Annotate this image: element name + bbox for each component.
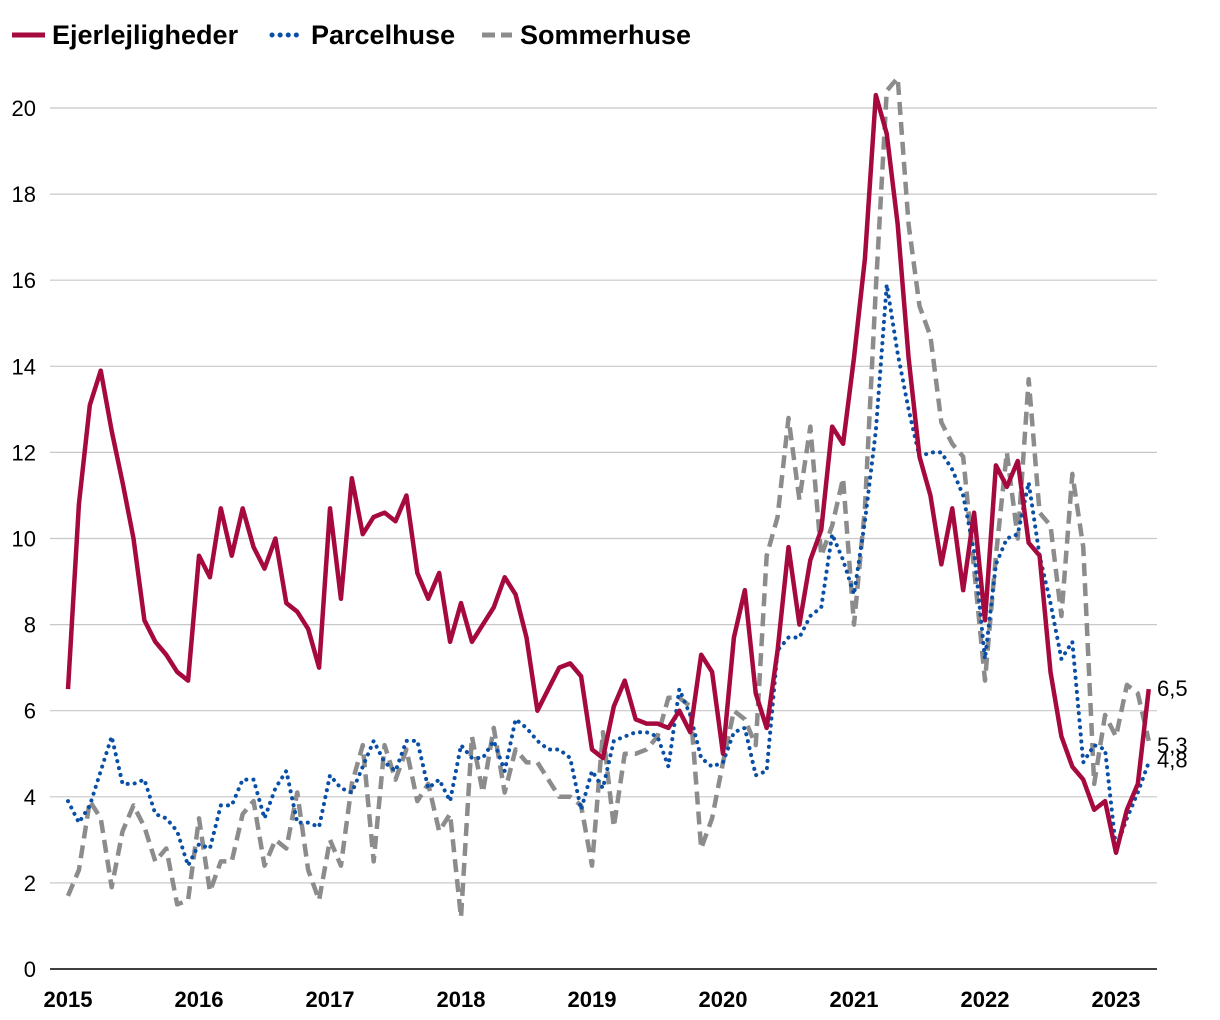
y-tick-20: 20 [12,96,36,121]
end-label-parcelhuse: 4,8 [1157,747,1188,772]
legend-label-parcelhuse: Parcelhuse [311,20,455,50]
x-tick-2020: 2020 [699,987,748,1012]
series-line-ejerlejligheder [65,92,1151,856]
x-tick-2017: 2017 [306,987,355,1012]
legend: Ejerlejligheder Parcelhuse Sommerhuse [12,20,691,50]
legend-item-parcelhuse: Parcelhuse [269,20,455,50]
legend-item-sommerhuse: Sommerhuse [482,20,691,50]
y-tick-16: 16 [12,268,36,293]
x-tick-2021: 2021 [830,987,879,1012]
legend-label-ejerlejligheder: Ejerlejligheder [52,20,239,50]
y-tick-0: 0 [24,957,36,982]
x-tick-2019: 2019 [568,987,617,1012]
end-label-sommerhuse: 5,3 [1157,733,1188,758]
y-tick-10: 10 [12,527,36,552]
y-tick-12: 12 [12,440,36,465]
series-line-parcelhuse [66,282,1151,868]
x-tick-2022: 2022 [961,987,1010,1012]
x-tick-2016: 2016 [175,987,224,1012]
legend-item-ejerlejligheder: Ejerlejligheder [12,20,239,50]
y-tick-8: 8 [24,613,36,638]
x-tick-2015: 2015 [44,987,93,1012]
y-tick-4: 4 [24,785,36,810]
y-tick-14: 14 [12,354,36,379]
legend-label-sommerhuse: Sommerhuse [520,20,691,50]
y-tick-6: 6 [24,699,36,724]
gridlines [50,107,1157,884]
x-tick-2023: 2023 [1092,987,1141,1012]
y-tick-2: 2 [24,871,36,896]
end-labels: 6,5 4,85,3 [1157,676,1188,772]
x-tick-2018: 2018 [437,987,486,1012]
x-axis: 2015 2016 2017 2018 2019 2020 2021 2022 2023 [44,968,1157,1012]
y-tick-18: 18 [12,182,36,207]
series-lines [65,75,1151,920]
end-label-ejerlejligheder: 6,5 [1157,676,1188,701]
y-axis-ticks: 0 2 4 6 8 10 12 14 16 18 20 [12,96,36,982]
series-line-sommerhuse [65,75,1151,920]
